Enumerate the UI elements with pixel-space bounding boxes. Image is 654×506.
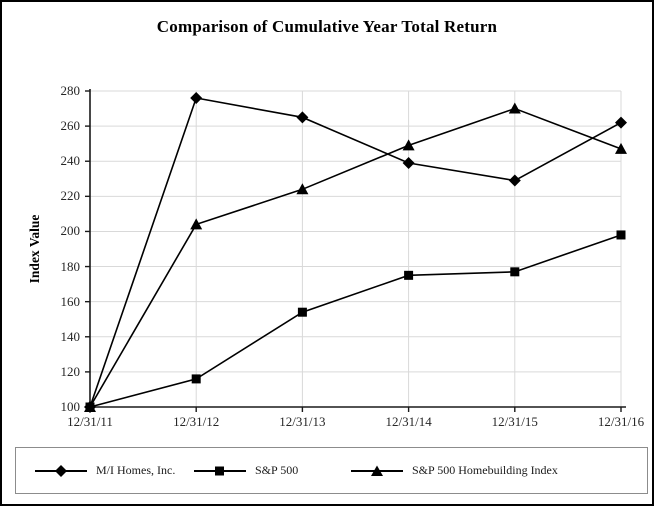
x-tick-label: 12/31/11 <box>67 414 113 429</box>
triangle-marker-icon <box>351 465 403 476</box>
x-tick-label: 12/31/12 <box>173 414 220 429</box>
x-tick-label: 12/31/14 <box>385 414 432 429</box>
legend: M/I Homes, Inc. S&P 500 S&P 500 Homebuil… <box>15 447 648 494</box>
y-tick-label: 260 <box>60 118 81 134</box>
x-tick-label: 12/31/13 <box>279 414 326 429</box>
legend-label: S&P 500 <box>255 463 299 477</box>
x-tick-label: 12/31/16 <box>597 414 645 429</box>
y-tick-label: 120 <box>60 363 81 379</box>
y-tick-label: 280 <box>60 83 81 98</box>
y-tick-label: 220 <box>60 188 81 204</box>
diamond-marker-icon <box>35 464 87 477</box>
legend-item-sp500-homebuilding: S&P 500 Homebuilding Index <box>351 448 558 493</box>
y-tick-label: 140 <box>60 328 81 344</box>
legend-label: M/I Homes, Inc. <box>96 463 176 477</box>
y-tick-label: 200 <box>60 223 81 239</box>
legend-item-mi-homes: M/I Homes, Inc. <box>35 448 175 493</box>
y-tick-label: 180 <box>60 258 81 274</box>
x-tick-label: 12/31/15 <box>491 414 538 429</box>
legend-item-sp500: S&P 500 <box>194 448 298 493</box>
y-tick-label: 160 <box>60 293 81 309</box>
y-tick-label: 100 <box>60 399 81 414</box>
square-marker-icon <box>194 466 246 475</box>
y-tick-label: 240 <box>60 153 81 169</box>
legend-label: S&P 500 Homebuilding Index <box>412 463 558 477</box>
chart-title: Comparison of Cumulative Year Total Retu… <box>156 17 498 36</box>
